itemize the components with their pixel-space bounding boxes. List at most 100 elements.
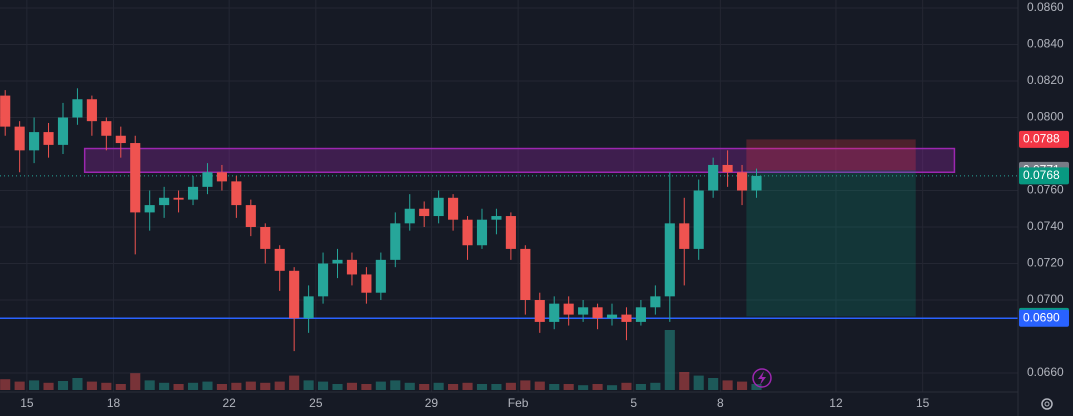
x-tick-label: 12	[829, 396, 843, 410]
resistance-zone	[83, 147, 956, 173]
candle-body	[650, 296, 661, 308]
candle-body	[433, 197, 444, 217]
plot	[0, 0, 1018, 392]
volume-bar	[621, 382, 632, 390]
settings-icon[interactable]	[1041, 398, 1053, 410]
candle-body	[144, 205, 155, 213]
x-tick-label: 15	[20, 396, 34, 410]
volume-bar	[216, 384, 227, 390]
y-tick-label: 0.0740	[1027, 219, 1064, 233]
x-tick-label: 25	[309, 396, 323, 410]
candle-body	[664, 223, 675, 297]
volume-bar	[159, 382, 170, 390]
volume-bar	[736, 381, 748, 390]
candle-body	[72, 99, 83, 118]
volume-bar	[549, 384, 560, 390]
candle-body	[101, 121, 112, 136]
y-tick-label: 0.0840	[1027, 37, 1064, 51]
candle-body	[563, 303, 574, 315]
candle-body	[722, 164, 733, 173]
volume-bar	[14, 381, 25, 390]
volume-bar	[303, 380, 314, 390]
stop-label: 0.0788	[1023, 132, 1060, 146]
candle-body	[260, 227, 271, 249]
volume-bar	[375, 381, 386, 390]
candle-body	[505, 216, 516, 249]
alert-icon[interactable]	[752, 368, 772, 388]
volume-bar	[476, 384, 488, 390]
candle-body	[0, 95, 11, 127]
candle-body	[303, 296, 314, 319]
candle-body	[159, 197, 170, 206]
volume-bar	[57, 381, 69, 390]
candle-body	[404, 208, 415, 224]
volume-bar	[664, 330, 675, 390]
volume-bar	[0, 379, 11, 390]
candle-body	[202, 172, 213, 187]
candle-body	[346, 259, 358, 275]
candle-body	[29, 132, 40, 151]
volume-bar	[43, 382, 54, 390]
volume-bar	[592, 384, 603, 390]
volume-bar	[433, 382, 444, 390]
candle-body	[173, 197, 184, 200]
candle-body	[491, 216, 502, 220]
volume-bar	[231, 382, 242, 390]
volume-bar	[404, 382, 415, 390]
candle-body	[520, 248, 531, 300]
x-tick-label: 5	[630, 396, 637, 410]
volume-bar	[693, 375, 704, 390]
candle-body	[115, 135, 126, 144]
x-tick-label: 29	[425, 396, 439, 410]
last-price-badge	[1019, 167, 1069, 185]
volume-bar	[505, 382, 516, 390]
candle-body	[14, 126, 25, 151]
volume-bar	[751, 384, 762, 390]
volume-bar	[679, 372, 690, 390]
candle-body	[679, 223, 690, 249]
y-tick-label: 0.0860	[1027, 0, 1064, 14]
volume-bar	[101, 382, 112, 390]
volume-bar	[86, 381, 97, 390]
stop-zone	[746, 139, 916, 171]
candle-body	[708, 164, 719, 191]
volume-bar	[448, 384, 459, 390]
candle-body	[332, 259, 343, 264]
support-badge	[1019, 309, 1069, 327]
y-tick-label: 0.0820	[1027, 73, 1064, 87]
volume-bar	[635, 384, 646, 390]
x-tick-label: 18	[107, 396, 121, 410]
volume-bar	[346, 382, 358, 390]
volume-bar	[187, 382, 199, 390]
candle-body	[534, 300, 545, 322]
candle-body	[693, 190, 704, 249]
volume-bar	[419, 384, 430, 390]
candle-body	[216, 172, 227, 182]
candle-body	[419, 208, 430, 217]
candle-body	[621, 314, 632, 322]
candle-body	[317, 263, 329, 297]
volume-bar	[606, 385, 618, 390]
volume-bar	[260, 382, 271, 390]
volume-bar	[534, 381, 545, 390]
volume-bar	[130, 373, 141, 390]
volume-bar	[274, 381, 285, 390]
volume-bar	[202, 381, 213, 390]
candle-body	[274, 248, 285, 271]
target-zone	[746, 170, 916, 317]
volume-bar	[173, 384, 184, 390]
volume-bar	[144, 380, 155, 390]
candle-body	[476, 219, 488, 246]
y-tick-label: 0.0700	[1027, 292, 1064, 306]
candle-body	[57, 117, 69, 145]
volume-bar	[245, 381, 256, 390]
candle-body	[390, 223, 401, 260]
last-price-label: 0.0768	[1023, 168, 1060, 182]
candle-body	[43, 132, 54, 145]
candle-body	[187, 186, 199, 200]
candle-body	[578, 307, 589, 315]
candle-body	[448, 197, 459, 220]
candle-body	[130, 143, 141, 213]
candle-body	[86, 99, 97, 122]
x-tick-label: Feb	[508, 396, 529, 410]
